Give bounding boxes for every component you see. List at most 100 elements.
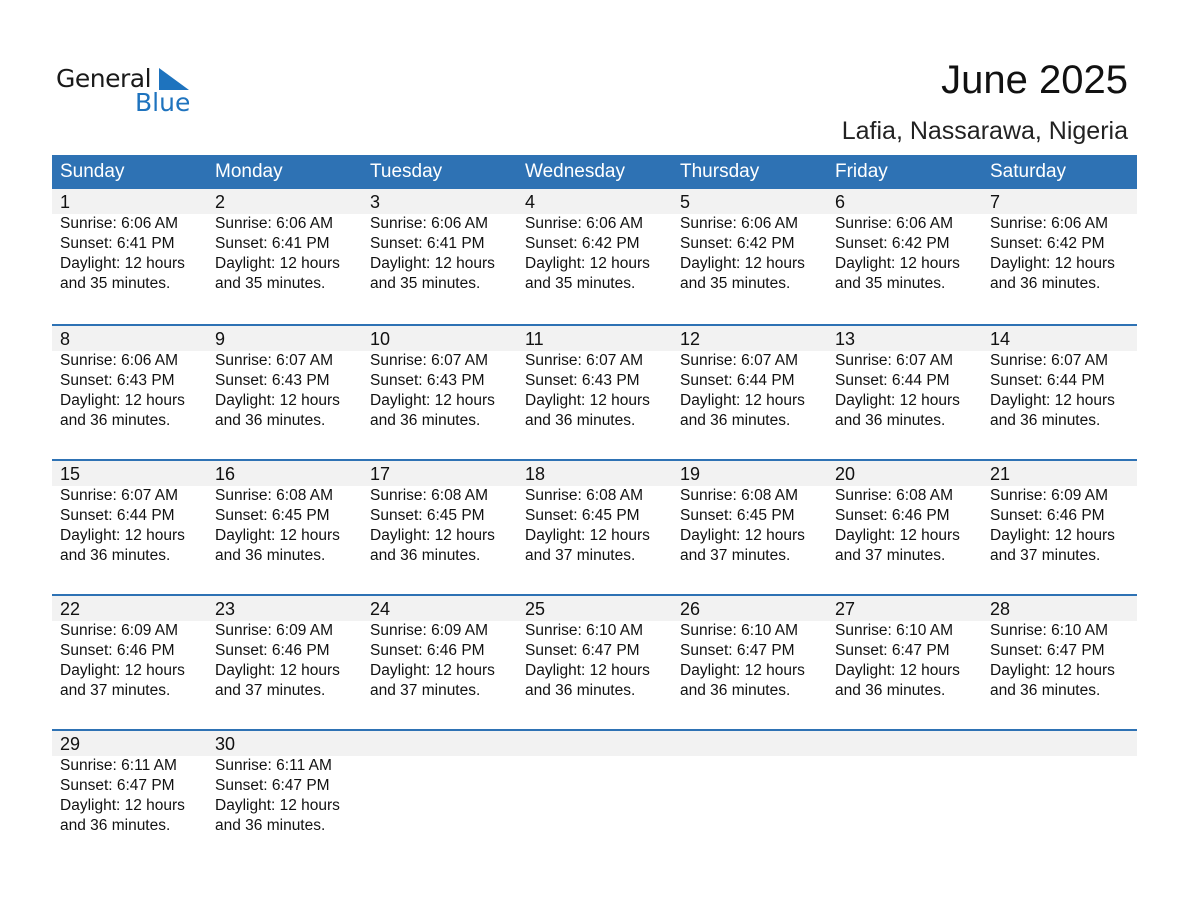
sunset-text: Sunset: 6:47 PM [835, 642, 950, 659]
sunset-text: Sunset: 6:45 PM [525, 507, 640, 524]
daylight-minutes-text: and 36 minutes. [680, 412, 791, 429]
daylight-minutes-text: and 36 minutes. [990, 412, 1101, 429]
sunrise-text: Sunrise: 6:10 AM [990, 622, 1109, 639]
sunset-text: Sunset: 6:42 PM [525, 235, 640, 252]
sunset-text: Sunset: 6:44 PM [60, 507, 175, 524]
daylight-minutes-text: and 36 minutes. [60, 817, 171, 834]
sunset-text: Sunset: 6:45 PM [370, 507, 485, 524]
day-number: 11 [525, 329, 544, 349]
day-cell: 4 Sunrise: 6:06 AM Sunset: 6:42 PM Daylight… [517, 189, 672, 322]
day-cell: 22 Sunrise: 6:09 AM Sunset: 6:46 PM Dayligh… [52, 596, 207, 729]
daylight-text: Daylight: 12 hours [370, 392, 495, 409]
week-row: 1 Sunrise: 6:06 AM Sunset: 6:41 PM Daylight… [52, 189, 1137, 324]
sunset-text: Sunset: 6:47 PM [525, 642, 640, 659]
sunset-text: Sunset: 6:42 PM [990, 235, 1105, 252]
day-number: 4 [525, 192, 536, 212]
weekday-saturday: Saturday [990, 161, 1067, 182]
daylight-minutes-text: and 36 minutes. [60, 547, 171, 564]
daylight-minutes-text: and 36 minutes. [680, 682, 791, 699]
daylight-text: Daylight: 12 hours [60, 662, 185, 679]
day-number: 22 [60, 599, 81, 619]
weekday-thursday: Thursday [680, 161, 760, 182]
daylight-text: Daylight: 12 hours [835, 662, 960, 679]
daylight-text: Daylight: 12 hours [60, 527, 185, 544]
sunset-text: Sunset: 6:47 PM [215, 777, 330, 794]
day-number: 6 [835, 192, 846, 212]
day-number: 9 [215, 329, 226, 349]
daylight-minutes-text: and 36 minutes. [525, 412, 636, 429]
daylight-minutes-text: and 37 minutes. [370, 682, 481, 699]
daylight-text: Daylight: 12 hours [680, 527, 805, 544]
day-cell: 30 Sunrise: 6:11 AM Sunset: 6:47 PM Dayligh… [207, 731, 362, 864]
day-number: 26 [680, 599, 701, 619]
sunrise-text: Sunrise: 6:06 AM [680, 215, 799, 232]
day-cell: 24 Sunrise: 6:09 AM Sunset: 6:46 PM Dayligh… [362, 596, 517, 729]
day-cell: 3 Sunrise: 6:06 AM Sunset: 6:41 PM Daylight… [362, 189, 517, 322]
sunrise-text: Sunrise: 6:07 AM [680, 352, 799, 369]
week-row: 8 Sunrise: 6:06 AM Sunset: 6:43 PM Daylight… [52, 324, 1137, 459]
day-number: 23 [215, 599, 236, 619]
sunset-text: Sunset: 6:46 PM [990, 507, 1105, 524]
daylight-minutes-text: and 37 minutes. [60, 682, 171, 699]
day-number: 27 [835, 599, 856, 619]
day-number: 17 [370, 464, 391, 484]
sunrise-text: Sunrise: 6:07 AM [835, 352, 954, 369]
sunrise-text: Sunrise: 6:11 AM [215, 757, 332, 774]
day-number: 16 [215, 464, 236, 484]
day-number: 29 [60, 734, 81, 754]
daylight-text: Daylight: 12 hours [215, 662, 340, 679]
sunrise-text: Sunrise: 6:09 AM [370, 622, 489, 639]
day-number: 14 [990, 329, 1011, 349]
day-number: 2 [215, 192, 226, 212]
daylight-text: Daylight: 12 hours [835, 255, 960, 272]
sunset-text: Sunset: 6:45 PM [215, 507, 330, 524]
sunrise-text: Sunrise: 6:07 AM [990, 352, 1109, 369]
day-cell: 16 Sunrise: 6:08 AM Sunset: 6:45 PM Dayligh… [207, 461, 362, 594]
sunset-text: Sunset: 6:43 PM [370, 372, 485, 389]
daylight-minutes-text: and 35 minutes. [680, 275, 791, 292]
day-number-band [52, 189, 1137, 214]
daylight-text: Daylight: 12 hours [215, 527, 340, 544]
sunrise-text: Sunrise: 6:09 AM [60, 622, 179, 639]
sunset-text: Sunset: 6:42 PM [835, 235, 950, 252]
daylight-minutes-text: and 36 minutes. [370, 412, 481, 429]
day-number: 30 [215, 734, 236, 754]
daylight-text: Daylight: 12 hours [835, 527, 960, 544]
sunrise-text: Sunrise: 6:08 AM [680, 487, 799, 504]
daylight-minutes-text: and 36 minutes. [990, 275, 1101, 292]
page-title: June 2025 [941, 58, 1128, 102]
day-number: 8 [60, 329, 71, 349]
sunrise-text: Sunrise: 6:06 AM [215, 215, 334, 232]
sunset-text: Sunset: 6:45 PM [680, 507, 795, 524]
daylight-minutes-text: and 35 minutes. [370, 275, 481, 292]
day-number-band [52, 461, 1137, 486]
day-cell: 9 Sunrise: 6:07 AM Sunset: 6:43 PM Daylight… [207, 326, 362, 459]
daylight-minutes-text: and 35 minutes. [525, 275, 636, 292]
daylight-minutes-text: and 37 minutes. [990, 547, 1101, 564]
sunrise-text: Sunrise: 6:07 AM [525, 352, 644, 369]
week-row: 15 Sunrise: 6:07 AM Sunset: 6:44 PM Dayligh… [52, 459, 1137, 594]
day-cell: 10 Sunrise: 6:07 AM Sunset: 6:43 PM Dayligh… [362, 326, 517, 459]
logo-text-blue: Blue [135, 88, 191, 117]
daylight-minutes-text: and 35 minutes. [215, 275, 326, 292]
sunset-text: Sunset: 6:43 PM [60, 372, 175, 389]
day-number: 3 [370, 192, 381, 212]
sunset-text: Sunset: 6:46 PM [215, 642, 330, 659]
day-cell: 7 Sunrise: 6:06 AM Sunset: 6:42 PM Daylight… [982, 189, 1137, 322]
day-number-band [52, 596, 1137, 621]
daylight-text: Daylight: 12 hours [525, 255, 650, 272]
sunset-text: Sunset: 6:43 PM [525, 372, 640, 389]
day-number: 13 [835, 329, 856, 349]
logo-triangle-icon [159, 68, 189, 90]
week-row: 29 Sunrise: 6:11 AM Sunset: 6:47 PM Dayligh… [52, 729, 1137, 864]
sunrise-text: Sunrise: 6:08 AM [215, 487, 334, 504]
weekday-wednesday: Wednesday [525, 161, 625, 182]
calendar-grid: Sunday Monday Tuesday Wednesday Thursday Frid… [52, 155, 1137, 864]
daylight-minutes-text: and 36 minutes. [215, 547, 326, 564]
sunrise-text: Sunrise: 6:07 AM [370, 352, 489, 369]
weekday-sunday: Sunday [60, 161, 125, 182]
day-cell: 27 Sunrise: 6:10 AM Sunset: 6:47 PM Dayligh… [827, 596, 982, 729]
day-number: 18 [525, 464, 546, 484]
daylight-minutes-text: and 36 minutes. [525, 682, 636, 699]
